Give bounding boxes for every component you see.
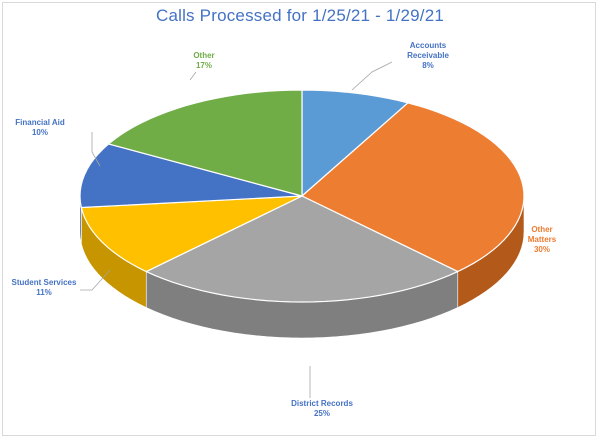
data-label-value: 11% bbox=[36, 288, 52, 297]
pie-labels: AccountsReceivable8%OtherMatters30%Distr… bbox=[12, 41, 557, 418]
pie-tops bbox=[79, 89, 525, 303]
pie-slice-2 bbox=[145, 195, 459, 303]
data-label-value: 17% bbox=[196, 61, 212, 70]
data-label-value: 30% bbox=[534, 245, 550, 254]
data-label-category: Student Services bbox=[12, 278, 77, 287]
leader-line-1 bbox=[189, 71, 197, 81]
pie-slice-4 bbox=[79, 143, 303, 209]
pie-slice-3 bbox=[80, 195, 303, 273]
data-label-category: District Records bbox=[291, 399, 353, 408]
data-label-category: Other bbox=[531, 225, 552, 234]
leader-line-0 bbox=[351, 61, 393, 91]
data-label-category: Accounts bbox=[410, 41, 447, 50]
data-label-value: 25% bbox=[314, 409, 330, 418]
pie-slice-5 bbox=[108, 89, 303, 197]
data-label-category: Other bbox=[193, 51, 214, 60]
leader-line-2 bbox=[91, 132, 101, 167]
pie-slice-0 bbox=[301, 89, 409, 197]
data-label-category: Financial Aid bbox=[15, 118, 65, 127]
data-label-category: Receivable bbox=[407, 51, 449, 60]
data-label-category: Matters bbox=[528, 235, 557, 244]
chart-title: Calls Processed for 1/25/21 - 1/29/21 bbox=[155, 6, 445, 25]
data-label-value: 10% bbox=[32, 128, 48, 137]
data-label-value: 8% bbox=[422, 61, 434, 70]
leader-line-3 bbox=[80, 269, 111, 291]
pie-slice-1 bbox=[301, 102, 525, 273]
